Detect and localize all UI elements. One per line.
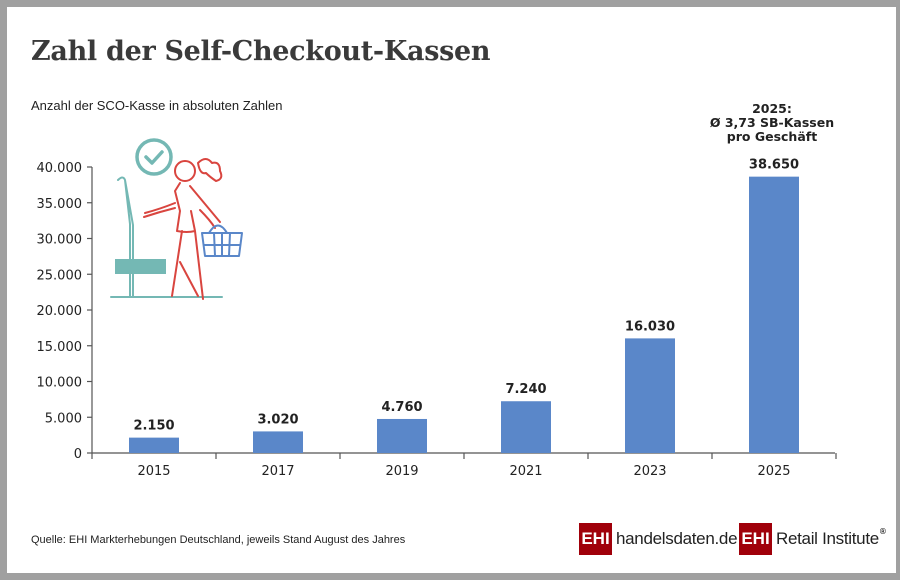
data-label-2017: 3.020 [257, 412, 298, 427]
x-tick-label-2023: 2023 [633, 464, 666, 479]
bar-2023 [625, 338, 675, 453]
annotation-2025: 2025: Ø 3,73 SB-Kassen pro Geschäft [709, 101, 835, 144]
bar-2017 [253, 431, 303, 453]
y-tick-label: 15.000 [37, 340, 83, 355]
handelsdaten-text: handelsdaten.de [616, 529, 738, 548]
checkout-illustration-icon [110, 138, 243, 300]
x-tick-label-2019: 2019 [385, 464, 418, 479]
x-tick-label-2025: 2025 [757, 464, 790, 479]
data-label-2025: 38.650 [749, 158, 799, 173]
x-tick-label-2017: 2017 [261, 464, 294, 479]
y-tick-label: 5.000 [45, 411, 82, 426]
data-label-2023: 16.030 [625, 319, 675, 334]
x-tick-label-2015: 2015 [137, 464, 170, 479]
chart-title: Zahl der Self-Checkout-Kassen [31, 36, 491, 67]
data-label-2021: 7.240 [505, 382, 546, 397]
retail-institute-logo[interactable]: EHI Retail Institute ® [739, 523, 887, 555]
data-label-2019: 4.760 [381, 400, 422, 415]
y-tick-label: 25.000 [37, 268, 83, 283]
bar-2019 [377, 418, 427, 453]
retail-institute-text: Retail Institute [776, 529, 879, 548]
y-tick-label: 20.000 [37, 304, 83, 319]
y-tick-label: 40.000 [37, 161, 83, 176]
y-tick-label: 10.000 [37, 376, 83, 391]
data-label-2015: 2.150 [133, 419, 174, 434]
chart-card [7, 7, 896, 573]
x-tick-label-2021: 2021 [509, 464, 542, 479]
ehi-logo-mark: EHI [579, 523, 612, 555]
y-tick-label: 30.000 [37, 233, 83, 248]
bar-2015 [129, 437, 179, 453]
y-tick-label: 0 [74, 447, 82, 462]
handelsdaten-logo[interactable]: EHI handelsdaten.de [579, 523, 738, 555]
registered-mark: ® [878, 527, 887, 536]
y-tick-label: 35.000 [37, 197, 83, 212]
ehi-logo-mark: EHI [739, 523, 772, 555]
bar-2021 [501, 401, 551, 453]
chart-subtitle: Anzahl der SCO-Kasse in absoluten Zahlen [31, 98, 283, 113]
source-note: Quelle: EHI Markterhebungen Deutschland,… [31, 534, 406, 546]
bar-2025 [749, 176, 799, 453]
